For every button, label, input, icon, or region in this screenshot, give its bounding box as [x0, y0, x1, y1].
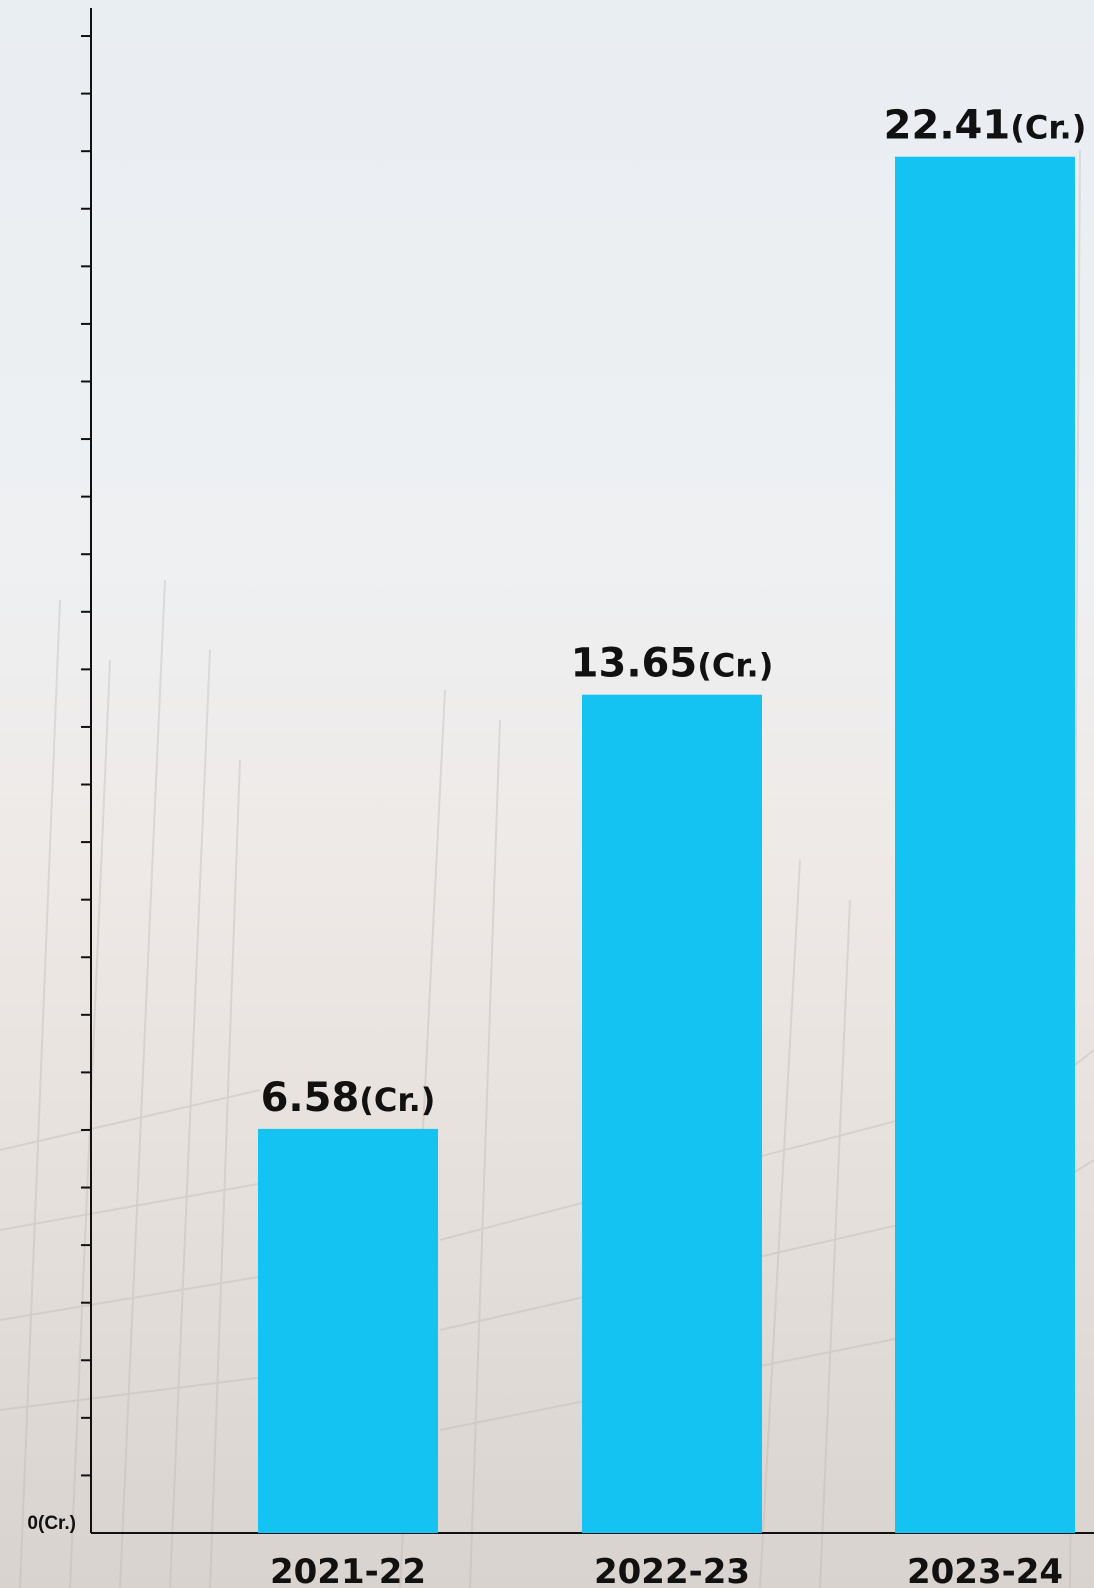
bar-2022-23 — [582, 694, 762, 1533]
bar-value-number: 13.65 — [571, 641, 698, 687]
bar-value-number: 6.58 — [261, 1075, 360, 1121]
bar-value-unit: (Cr.) — [1010, 109, 1086, 147]
bars-group: 6.58(Cr.)2021-2213.65(Cr.)2022-2322.41(C… — [258, 103, 1086, 1588]
bar-2023-24 — [895, 156, 1075, 1533]
bar-value-number: 22.41 — [884, 103, 1011, 149]
bar-2021-22 — [258, 1128, 438, 1533]
bar-value-label: 6.58(Cr.) — [261, 1075, 436, 1121]
x-category-label: 2022-23 — [594, 1552, 750, 1588]
bar-value-unit: (Cr.) — [697, 647, 773, 685]
y-axis-ticks — [81, 35, 91, 1477]
bar-value-unit: (Cr.) — [359, 1081, 435, 1119]
x-category-label: 2023-24 — [907, 1552, 1063, 1588]
bar-value-label: 22.41(Cr.) — [884, 103, 1087, 149]
y-axis-zero-label: 0(Cr.) — [27, 1513, 76, 1534]
x-category-label: 2021-22 — [270, 1552, 426, 1588]
bar-value-label: 13.65(Cr.) — [571, 641, 774, 687]
